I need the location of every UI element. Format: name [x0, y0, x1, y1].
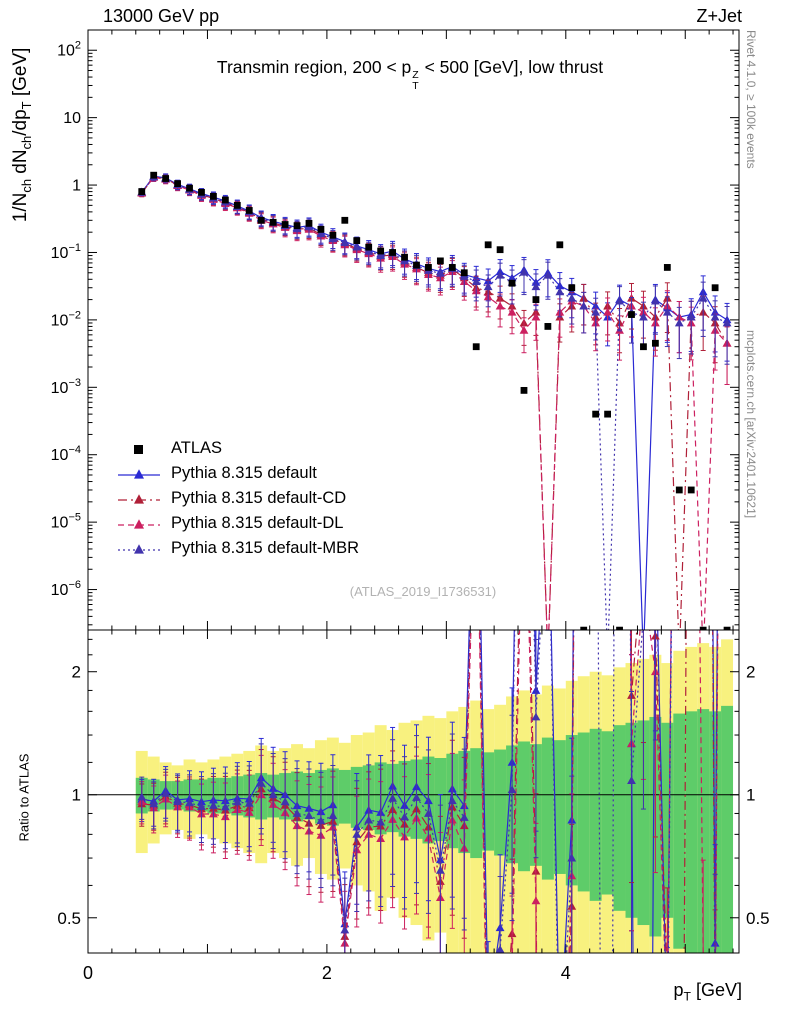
plot-title-sub: T — [412, 79, 419, 92]
svg-text:0: 0 — [83, 963, 93, 983]
svg-text:2: 2 — [746, 663, 755, 682]
legend-label-default-dl: Pythia 8.315 default-DL — [171, 514, 344, 532]
svg-text:1: 1 — [72, 178, 81, 195]
svg-text:2: 2 — [72, 663, 81, 682]
legend-label-default: Pythia 8.315 default — [171, 464, 317, 482]
plot-title-sup: Z — [412, 68, 419, 81]
legend: ATLAS Pythia 8.315 default Pythia 8.315 … — [116, 436, 359, 561]
svg-text:1: 1 — [746, 786, 755, 805]
svg-text:10−1: 10−1 — [51, 242, 81, 262]
x-axis-title-part: p — [673, 980, 684, 1000]
legend-row-default-mbr: Pythia 8.315 default-MBR — [116, 536, 359, 561]
y-axis-title-part: [GeV] — [10, 47, 32, 102]
plot-title-post: < 500 [GeV], low thrust — [419, 57, 604, 77]
legend-label-atlas: ATLAS — [171, 439, 223, 457]
svg-text:10−4: 10−4 — [51, 444, 81, 464]
svg-text:10−2: 10−2 — [51, 309, 81, 329]
legend-label-default-mbr: Pythia 8.315 default-MBR — [171, 539, 360, 557]
x-axis-title-part: [GeV] — [690, 980, 742, 1000]
plot-title-pre: Transmin region, 200 < p — [216, 57, 412, 77]
mcplots-reference-text: mcplots.cern.ch [arXiv:2401.10621] — [744, 330, 758, 519]
svg-text:1: 1 — [72, 786, 81, 805]
default-dl-marker-icon — [116, 516, 162, 532]
y-axis-title-part: 1/N — [10, 192, 32, 223]
svg-text:10−5: 10−5 — [51, 512, 81, 532]
legend-label-default-cd: Pythia 8.315 default-CD — [171, 489, 347, 507]
y-axis-title-sub: ch — [18, 178, 34, 193]
svg-text:10−3: 10−3 — [51, 377, 81, 397]
ratio-axis-title: Ratio to ATLAS — [16, 753, 32, 842]
y-axis-title-part: /dp — [10, 109, 32, 136]
y-axis-title-part: dN — [10, 149, 32, 179]
svg-text:0.5: 0.5 — [746, 909, 770, 928]
y-axis-title-sub: T — [18, 101, 34, 110]
rivet-version-text: Rivet 4.1.0, ≥ 100k events — [744, 30, 758, 169]
x-axis-title-sub: T — [683, 989, 691, 1004]
process-label: Z+Jet — [696, 6, 742, 26]
default-cd-marker-icon — [116, 491, 162, 507]
analysis-id-watermark: (ATLAS_2019_I1736531) — [349, 584, 497, 599]
svg-text:10−6: 10−6 — [51, 579, 81, 599]
y-axis-title: 1/Nch dNch/dpT [GeV] — [10, 0, 34, 335]
atlas-marker-icon — [116, 441, 162, 457]
legend-row-default-cd: Pythia 8.315 default-CD — [116, 486, 359, 511]
x-axis-title: pT [GeV] — [673, 980, 742, 1004]
default-marker-icon — [116, 466, 162, 482]
svg-text:4: 4 — [561, 963, 571, 983]
legend-row-default: Pythia 8.315 default — [116, 461, 359, 486]
default-mbr-marker-icon — [116, 541, 162, 557]
svg-text:2: 2 — [322, 963, 332, 983]
beam-energy-label: 13000 GeV pp — [103, 6, 220, 26]
legend-row-atlas: ATLAS — [116, 436, 359, 461]
svg-text:102: 102 — [57, 40, 81, 60]
y-axis-title-sub: ch — [18, 135, 34, 150]
svg-text:0.5: 0.5 — [57, 909, 81, 928]
legend-row-default-dl: Pythia 8.315 default-DL — [116, 511, 359, 536]
svg-text:10: 10 — [63, 110, 81, 127]
